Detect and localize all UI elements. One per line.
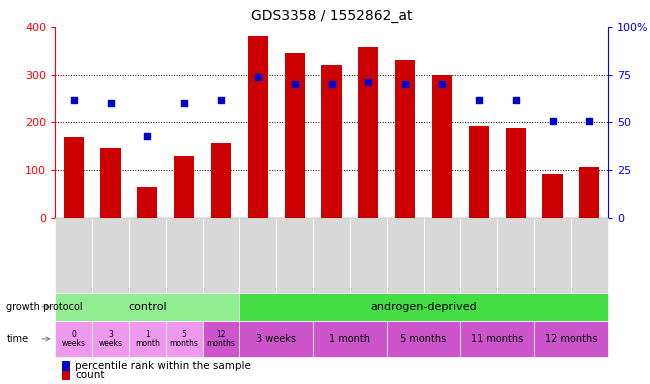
Bar [469,126,489,218]
Point [437,81,447,87]
Text: 12
months: 12 months [207,329,235,348]
Text: 1
month: 1 month [135,329,160,348]
Point [547,118,558,124]
Point [105,100,116,106]
Bar [358,48,378,218]
Bar [542,174,563,218]
Text: 11 months: 11 months [471,334,523,344]
Text: control: control [128,302,166,312]
Text: 5 months: 5 months [400,334,447,344]
Text: 0
weeks: 0 weeks [62,329,86,348]
Bar [64,137,84,218]
Point [68,96,79,103]
Point [400,81,410,87]
Text: 1 month: 1 month [330,334,370,344]
Title: GDS3358 / 1552862_at: GDS3358 / 1552862_at [251,9,412,23]
Bar [211,143,231,218]
Point [289,81,300,87]
Text: 12 months: 12 months [545,334,597,344]
Point [510,96,521,103]
Text: 3
weeks: 3 weeks [99,329,122,348]
Text: 3 weeks: 3 weeks [256,334,296,344]
Text: androgen-deprived: androgen-deprived [370,302,477,312]
Bar [137,187,157,218]
Text: time: time [6,334,29,344]
Text: count: count [75,370,105,380]
Point [474,96,484,103]
Bar [395,60,415,218]
Bar [432,74,452,218]
Bar [321,65,342,218]
Bar [174,156,194,218]
Bar [506,128,526,218]
Text: 5
months: 5 months [170,329,199,348]
Point [216,96,226,103]
Point [326,81,337,87]
Point [179,100,189,106]
Point [363,79,374,85]
Bar [248,36,268,218]
Bar [285,53,305,218]
Bar [579,167,599,218]
Text: percentile rank within the sample: percentile rank within the sample [75,361,252,371]
Point [142,133,153,139]
Point [253,73,263,79]
Bar [100,148,121,218]
Text: growth protocol: growth protocol [6,302,83,312]
Point [584,118,595,124]
